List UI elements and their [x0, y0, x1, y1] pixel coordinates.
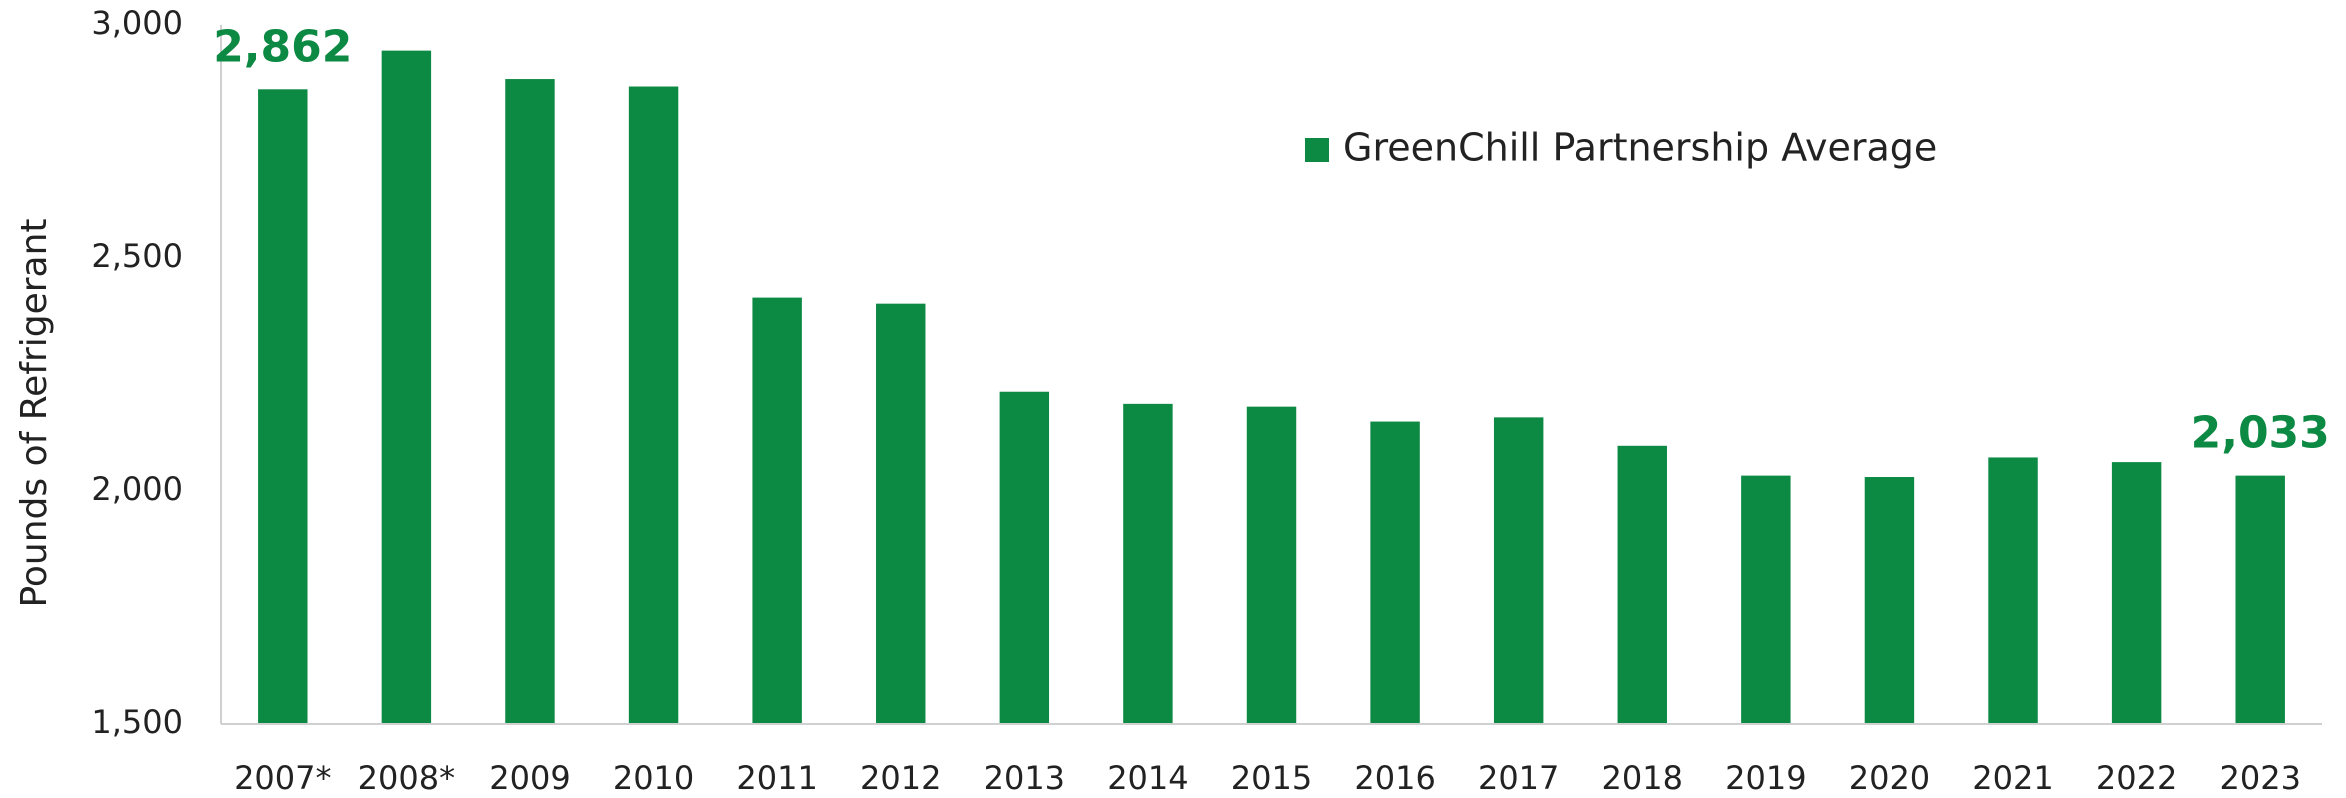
x-tick-label: 2023	[2219, 759, 2300, 797]
bar	[1864, 477, 1915, 724]
bar	[876, 303, 926, 724]
data-label: 2,862	[213, 21, 352, 72]
x-tick-label: 2018	[1602, 759, 1683, 797]
x-tick-label: 2008*	[358, 759, 455, 797]
x-tick-label: 2015	[1231, 759, 1312, 797]
bar	[1123, 403, 1173, 724]
x-tick-label: 2007*	[234, 759, 331, 797]
y-tick-label: 3,000	[91, 4, 183, 42]
bar	[1741, 475, 1791, 724]
x-tick-label: 2016	[1354, 759, 1435, 797]
x-tick-label: 2019	[1725, 759, 1806, 797]
bar	[505, 79, 555, 724]
bar	[258, 89, 308, 725]
y-tick-label: 2,500	[91, 237, 183, 275]
bar	[1370, 421, 1420, 724]
bar	[999, 391, 1050, 724]
y-axis-label: Pounds of Refrigerant	[14, 218, 55, 607]
bar	[2111, 462, 2162, 724]
bar	[381, 50, 432, 724]
bar	[1617, 445, 1667, 724]
bar	[2235, 475, 2285, 724]
legend-label: GreenChill Partnership Average	[1343, 126, 1937, 170]
x-tick-label: 2017	[1478, 759, 1559, 797]
bar	[628, 86, 679, 724]
x-tick-label: 2022	[2096, 759, 2177, 797]
bar	[752, 297, 802, 724]
bar	[1988, 457, 2038, 724]
x-tick-label: 2014	[1107, 759, 1188, 797]
x-tick-label: 2011	[736, 759, 817, 797]
legend-swatch	[1305, 138, 1329, 162]
bar	[1493, 417, 1544, 724]
x-tick-label: 2013	[984, 759, 1065, 797]
x-tick-label: 2010	[613, 759, 694, 797]
x-tick-label: 2021	[1972, 759, 2053, 797]
x-tick-label: 2020	[1849, 759, 1930, 797]
bar	[1246, 406, 1297, 724]
data-label: 2,033	[2191, 408, 2330, 459]
y-tick-label: 2,000	[91, 470, 183, 508]
x-tick-label: 2009	[489, 759, 570, 797]
x-tick-label: 2012	[860, 759, 941, 797]
y-tick-label: 1,500	[91, 703, 183, 741]
